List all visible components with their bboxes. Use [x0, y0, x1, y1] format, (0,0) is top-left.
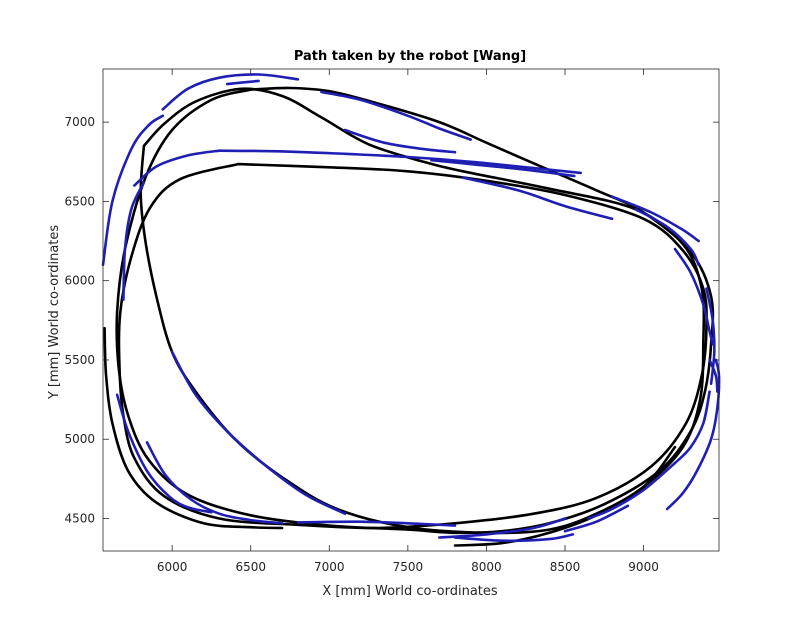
blue-path-segment-3 [101, 114, 164, 267]
series-blue-group [101, 73, 721, 543]
blue-path-segment-8 [430, 158, 576, 178]
black-path-segment-1 [115, 86, 715, 535]
black-path-segment-3 [103, 326, 284, 530]
blue-path-segment-1 [133, 149, 221, 187]
y-tick-label: 6000 [64, 274, 95, 288]
blue-path-segment-17 [587, 461, 677, 520]
y-axis-title: Y [mm] World co-ordinates [47, 225, 62, 401]
x-tick-label: 7500 [393, 560, 424, 574]
blue-path-segment-21 [296, 520, 457, 527]
x-tick-label: 9000 [628, 560, 659, 574]
x-tick-label: 8000 [471, 560, 502, 574]
axes-box [102, 68, 720, 552]
blue-path-segment-23 [145, 441, 284, 525]
plot-area [101, 68, 721, 552]
y-tick-label: 4500 [64, 511, 95, 525]
series-black-group [103, 86, 715, 547]
blue-path-segment-0 [218, 149, 582, 175]
blue-path-segment-16 [673, 390, 711, 465]
axis-ticks: 6000 6500 7000 7500 8000 8500 9000 4500 5000 5500… [64, 69, 719, 574]
blue-path-segment-6 [320, 90, 472, 141]
y-tick-label: 5000 [64, 432, 95, 446]
blue-path-segment-5 [225, 79, 260, 86]
x-tick-label: 6500 [235, 560, 266, 574]
x-tick-label: 8500 [550, 560, 581, 574]
x-axis-title: X [mm] World co-ordinates [322, 584, 498, 599]
plot-background [103, 69, 719, 551]
blue-path-segment-20 [453, 533, 575, 543]
blue-path-segment-14 [708, 358, 719, 393]
x-tick-label: 7000 [314, 560, 345, 574]
y-tick-label: 7000 [64, 115, 95, 129]
blue-path-segment-24 [170, 350, 347, 515]
black-path-segment-4 [453, 445, 677, 547]
blue-path-segment-7 [343, 128, 457, 154]
black-path-segment-2 [139, 87, 706, 535]
blue-path-segment-18 [563, 504, 630, 533]
y-tick-label: 6500 [64, 194, 95, 208]
blue-path-segment-10 [610, 195, 700, 243]
blue-path-segment-11 [634, 208, 700, 267]
blue-path-segment-22 [115, 393, 213, 514]
black-path-segment-0 [117, 162, 708, 530]
blue-path-segment-19 [438, 517, 567, 539]
x-tick-label: 6000 [157, 560, 188, 574]
blue-path-segment-4 [161, 73, 300, 111]
y-tick-label: 5500 [64, 353, 95, 367]
blue-path-segment-2 [122, 181, 146, 301]
chart-title: Path taken by the robot [Wang] [294, 49, 526, 64]
blue-path-segment-9 [461, 176, 614, 221]
blue-path-segment-12 [673, 247, 714, 346]
